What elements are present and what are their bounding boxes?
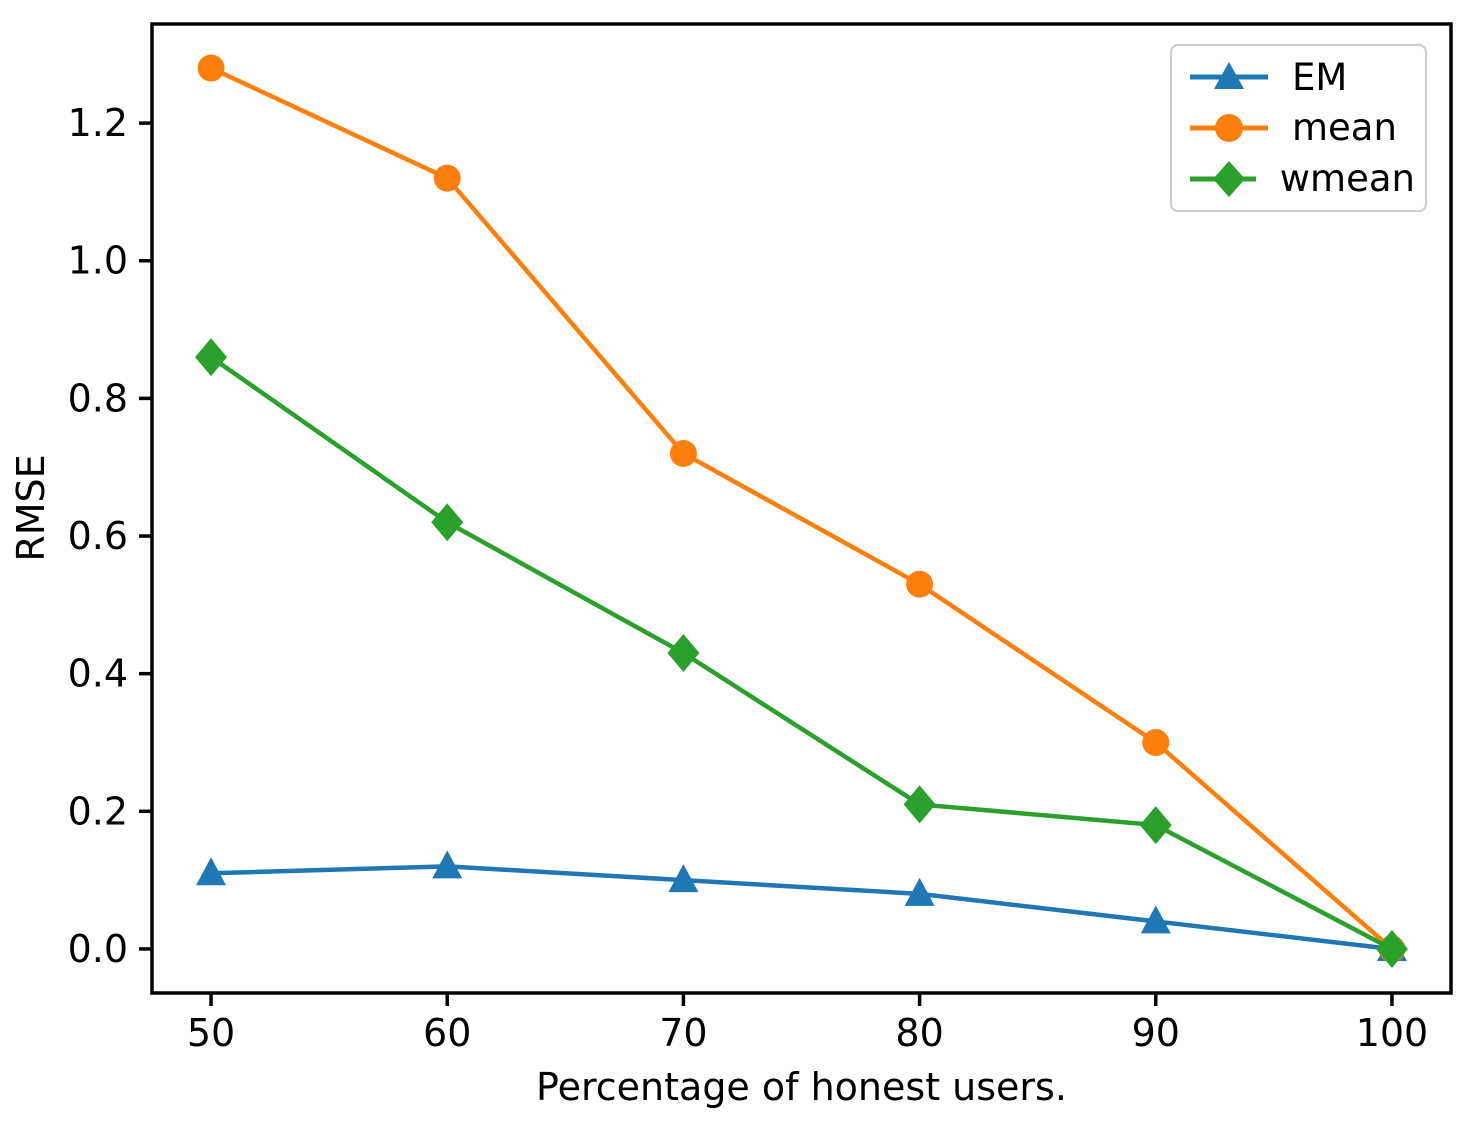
series-marker-wmean: [1139, 806, 1172, 845]
series-marker-mean: [433, 164, 461, 192]
series-marker-wmean: [1375, 929, 1408, 968]
series-marker-wmean: [667, 634, 700, 673]
series-line-EM: [208, 864, 1395, 952]
legend-label-mean: mean: [1292, 106, 1397, 150]
y-tick-label: 0.0: [68, 927, 128, 971]
series-line-wmean: [208, 354, 1395, 952]
x-tick-label: 70: [659, 1011, 707, 1055]
mean-circle-line-icon: [1190, 113, 1268, 142]
y-tick-label: 0.4: [68, 652, 128, 696]
x-tick-label: 90: [1132, 1011, 1180, 1055]
series-marker-wmean: [431, 503, 464, 542]
legend-item-mean: mean: [1190, 108, 1415, 148]
y-tick-label: 1.2: [68, 101, 128, 145]
series-marker-EM: [1140, 905, 1171, 934]
series-marker-EM: [904, 877, 935, 906]
series-marker-EM: [432, 850, 463, 879]
x-tick-label: 100: [1356, 1011, 1429, 1055]
legend-label-wmean: wmean: [1279, 157, 1415, 201]
y-axis-label: RMSE: [9, 454, 53, 562]
y-tick-label: 0.6: [68, 514, 128, 558]
series-marker-mean: [1142, 728, 1170, 756]
series-marker-mean: [669, 439, 697, 467]
plot-border: [150, 22, 1453, 995]
x-axis-label: Percentage of honest users.: [536, 1065, 1067, 1109]
legend-item-wmean: wmean: [1190, 159, 1415, 199]
legend-item-em: EM: [1190, 57, 1415, 97]
x-tick-label: 60: [423, 1011, 471, 1055]
series-marker-wmean: [903, 785, 936, 824]
series-marker-EM: [668, 864, 699, 893]
x-tick-label: 50: [187, 1011, 235, 1055]
series-marker-mean: [197, 54, 225, 82]
em-triangle-line-icon: [1190, 62, 1268, 90]
series-marker-mean: [906, 570, 934, 598]
wmean-diamond-line-icon: [1190, 160, 1256, 197]
y-tick-label: 0.2: [68, 789, 128, 833]
legend-label-em: EM: [1292, 55, 1348, 99]
series-line-mean: [208, 65, 1395, 952]
series-marker-wmean: [195, 338, 228, 377]
x-tick-label: 80: [895, 1011, 943, 1055]
y-tick-label: 0.8: [68, 376, 128, 420]
series-marker-EM: [196, 857, 227, 886]
legend: EM mean wmean: [1170, 44, 1427, 212]
y-tick-label: 1.0: [68, 239, 128, 283]
